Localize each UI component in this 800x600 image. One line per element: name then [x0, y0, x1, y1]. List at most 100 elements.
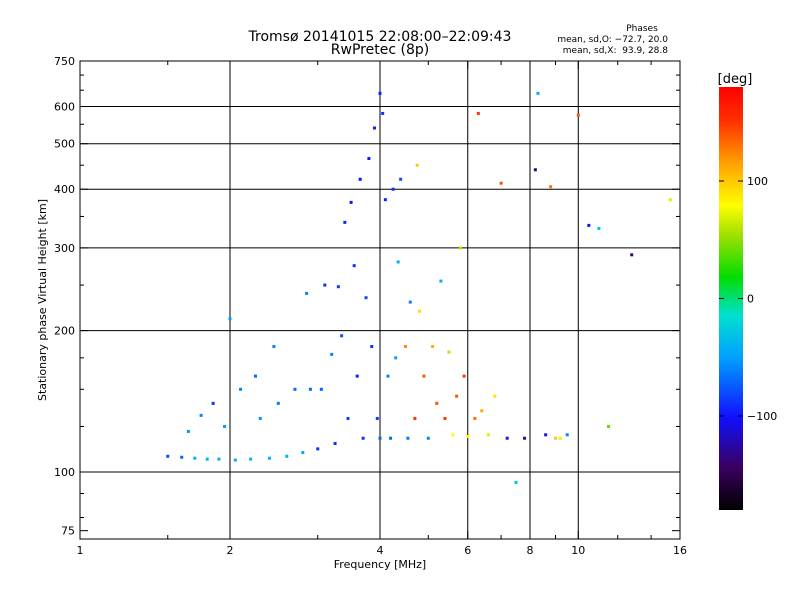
data-point: [358, 177, 362, 181]
data-point: [389, 436, 393, 440]
data-point: [476, 111, 480, 115]
data-point: [403, 345, 407, 349]
data-point: [553, 436, 557, 440]
data-point: [308, 387, 312, 391]
data-point: [364, 296, 368, 300]
data-point: [406, 436, 410, 440]
data-point: [301, 451, 305, 455]
x-tick-label: 6: [464, 544, 471, 557]
data-point: [373, 126, 377, 130]
data-point: [413, 416, 417, 420]
data-point: [383, 198, 387, 202]
data-point: [228, 317, 232, 321]
colorbar-tick-label: 100: [747, 175, 768, 188]
grid-lines: [80, 61, 680, 539]
data-point: [352, 264, 356, 268]
data-point: [462, 374, 466, 378]
data-point: [340, 334, 344, 338]
data-point: [576, 113, 580, 117]
data-point: [544, 433, 548, 437]
x-tick-label: 2: [227, 544, 234, 557]
data-point: [386, 374, 390, 378]
x-axis-label: Frequency [MHz]: [334, 558, 426, 571]
colorbar-label: [deg]: [718, 72, 753, 87]
data-point: [597, 226, 601, 230]
x-tick-label: 1: [77, 544, 84, 557]
stats-box: Phases mean, sd,O: −72.7, 20.0 mean, sd,…: [557, 24, 668, 56]
data-point: [375, 416, 379, 420]
data-point: [355, 374, 359, 378]
data-point: [217, 457, 221, 461]
data-point: [186, 429, 190, 433]
data-point: [211, 401, 215, 405]
data-point: [439, 279, 443, 283]
data-point: [473, 416, 477, 420]
x-tick-label: 8: [527, 544, 534, 557]
data-point: [447, 350, 451, 354]
data-point: [205, 457, 209, 461]
y-tick-label: 75: [61, 525, 75, 538]
data-point: [346, 416, 350, 420]
data-point: [378, 91, 382, 95]
data-point: [533, 168, 537, 172]
data-point: [333, 441, 337, 445]
data-point: [630, 253, 634, 257]
y-tick-label: 750: [54, 55, 75, 68]
data-point: [505, 436, 509, 440]
data-point: [319, 387, 323, 391]
data-point: [399, 177, 403, 181]
data-point: [443, 416, 447, 420]
stats-heading: Phases: [626, 24, 658, 34]
x-tick-label: 16: [673, 544, 687, 557]
data-point: [417, 309, 421, 313]
data-point: [587, 223, 591, 227]
colorbar-tick-label: −100: [747, 410, 777, 423]
data-point: [258, 416, 262, 420]
y-tick-label: 300: [54, 242, 75, 255]
y-axis-label: Stationary phase Virtual Height [km]: [36, 199, 49, 401]
data-point: [349, 200, 353, 204]
data-point: [239, 387, 243, 391]
data-point: [549, 185, 553, 189]
data-point: [180, 455, 184, 459]
data-point: [435, 401, 439, 405]
data-point: [480, 409, 484, 413]
chart-subtitle: RwPretec (8p): [331, 42, 429, 58]
colorbar-ticks: 100 0 −100: [719, 175, 777, 423]
data-point: [285, 454, 289, 458]
colorbar: [deg] 100 0 −100: [718, 72, 777, 510]
data-point: [408, 300, 412, 304]
data-point: [370, 345, 374, 349]
data-point: [415, 163, 419, 167]
y-tick-label: 100: [54, 466, 75, 479]
y-tick-label: 200: [54, 325, 75, 338]
data-point: [486, 433, 490, 437]
data-point: [396, 260, 400, 264]
data-point: [267, 456, 271, 460]
data-point: [523, 436, 527, 440]
data-point: [323, 283, 327, 287]
data-point: [607, 424, 611, 428]
data-point: [361, 436, 365, 440]
data-point: [422, 374, 426, 378]
data-point: [330, 352, 334, 356]
chart-title: Tromsø 20141015 22:08:00–22:09:43: [248, 29, 512, 45]
data-point: [426, 436, 430, 440]
stats-line-x: mean, sd,X: 93.9, 28.8: [563, 46, 669, 56]
data-point: [272, 345, 276, 349]
data-point: [458, 246, 462, 250]
colorbar-tick-label: 0: [747, 293, 754, 306]
y-tick-label: 400: [54, 183, 75, 196]
data-point: [514, 480, 518, 484]
data-point: [451, 433, 455, 437]
data-point: [293, 387, 297, 391]
data-point: [394, 356, 398, 360]
data-points: [166, 91, 672, 484]
axis-ticks: 1 2 4 6 8 10 16 75 100 200 300 400 500 600 750: [54, 55, 687, 557]
data-point: [249, 457, 253, 461]
y-tick-label: 500: [54, 138, 75, 151]
data-point: [336, 285, 340, 289]
data-point: [305, 291, 309, 295]
data-point: [343, 220, 347, 224]
data-point: [166, 454, 170, 458]
